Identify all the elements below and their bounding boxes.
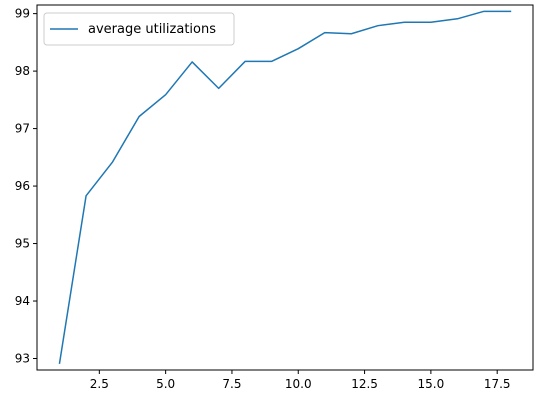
x-tick-label: 15.0 (418, 377, 445, 391)
series-layer (60, 11, 511, 363)
x-tick-label: 2.5 (90, 377, 109, 391)
y-tick-label: 99 (15, 7, 30, 21)
y-tick-label: 96 (15, 179, 30, 193)
legend-label: average utilizations (88, 22, 216, 37)
x-axis: 2.5 5.0 7.5 10.0 12.5 15.0 17.5 (90, 370, 511, 391)
y-tick-label: 97 (15, 122, 30, 136)
y-tick-label: 95 (15, 237, 30, 251)
y-tick-label: 98 (15, 64, 30, 78)
x-tick-label: 17.5 (484, 377, 511, 391)
y-axis: 93 94 95 96 97 98 99 (15, 7, 37, 366)
x-tick-label: 5.0 (156, 377, 175, 391)
x-tick-label: 7.5 (222, 377, 241, 391)
y-tick-label: 93 (15, 352, 30, 366)
series-line (60, 11, 511, 363)
x-tick-label: 10.0 (285, 377, 312, 391)
legend: average utilizations (44, 13, 234, 45)
x-tick-label: 12.5 (351, 377, 378, 391)
y-tick-label: 94 (15, 294, 30, 308)
plot-frame (37, 5, 533, 370)
